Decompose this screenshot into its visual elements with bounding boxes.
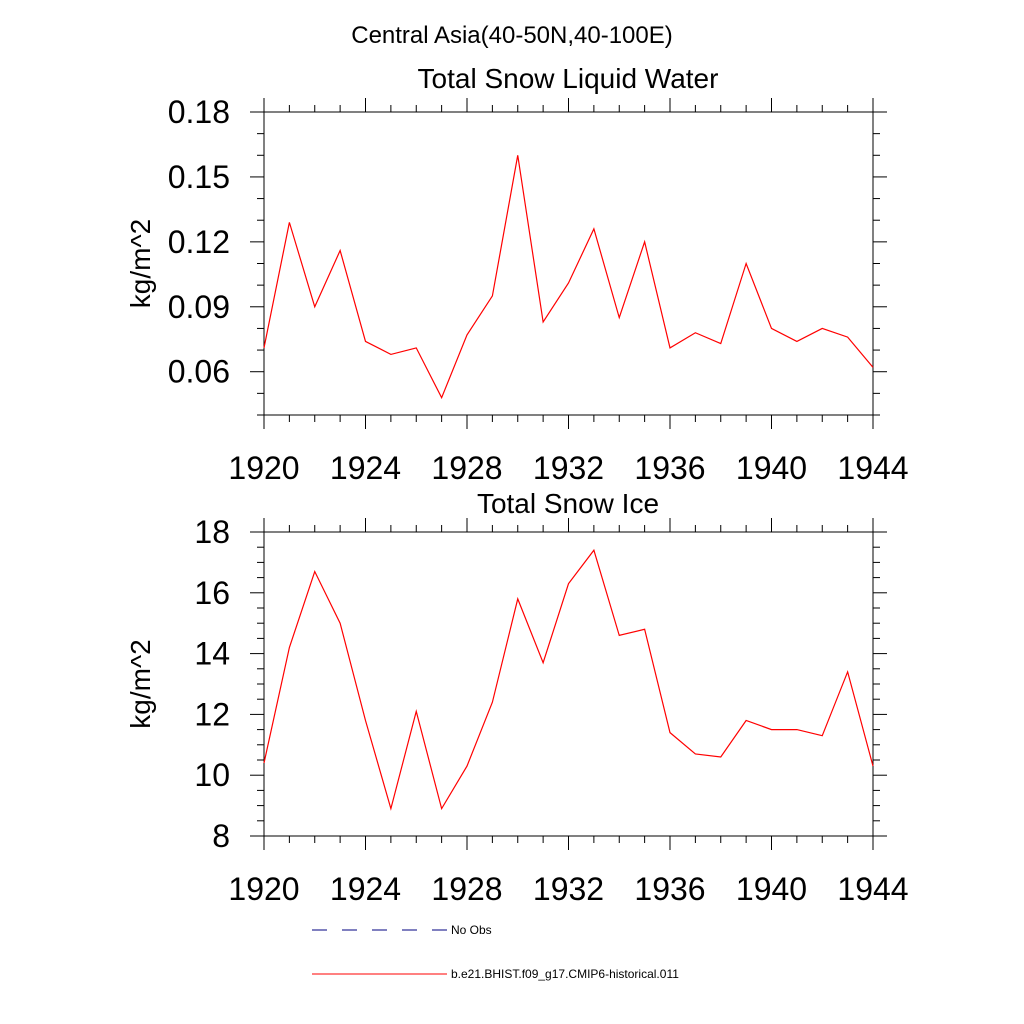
panel-snow-ice: Total Snow Ice kg/m^2 1920 1924 1928 1932 19… — [125, 488, 909, 907]
x-tick-label: 1924 — [330, 871, 401, 907]
legend-label-no-obs: No Obs — [451, 923, 492, 937]
y-tick-label: 0.06 — [168, 354, 230, 390]
x-tick-label: 1944 — [837, 450, 908, 486]
y-tick-label: 8 — [212, 818, 230, 854]
series-line-model — [263, 155, 874, 400]
y-tick-label: 0.12 — [168, 224, 230, 260]
y-tick-label: 16 — [194, 575, 230, 611]
y-tick-label: 0.15 — [168, 159, 230, 195]
x-tick-label: 1932 — [533, 871, 604, 907]
series-line-model — [263, 548, 874, 811]
x-tick-label: 1932 — [533, 450, 604, 486]
y-axis-label: kg/m^2 — [125, 219, 156, 308]
x-tick-label: 1920 — [228, 871, 299, 907]
panel-title: Total Snow Ice — [477, 488, 659, 519]
y-tick-label: 18 — [194, 514, 230, 550]
legend-label-model: b.e21.BHIST.f09_g17.CMIP6-historical.011 — [451, 967, 679, 981]
x-tick-label: 1936 — [634, 871, 705, 907]
x-tick-label: 1944 — [837, 871, 908, 907]
y-tick-label: 0.18 — [168, 94, 230, 130]
plot-frame — [263, 531, 874, 837]
panel-title: Total Snow Liquid Water — [418, 63, 719, 94]
x-tick-label: 1940 — [736, 871, 807, 907]
x-tick-label: 1928 — [431, 871, 502, 907]
legend: No Obs b.e21.BHIST.f09_g17.CMIP6-histori… — [312, 923, 679, 981]
y-tick-label: 0.09 — [168, 289, 230, 325]
x-tick-label: 1940 — [736, 450, 807, 486]
panel-snow-liquid-water: Total Snow Liquid Water kg/m^2 1920 1924 1… — [125, 63, 909, 486]
y-tick-label: 14 — [194, 636, 230, 672]
x-tick-label: 1928 — [431, 450, 502, 486]
figure-title: Central Asia(40-50N,40-100E) — [351, 22, 673, 49]
x-tick-label: 1920 — [228, 450, 299, 486]
y-tick-label: 10 — [194, 757, 230, 793]
x-tick-label: 1936 — [634, 450, 705, 486]
y-tick-label: 12 — [194, 696, 230, 732]
plot-frame — [263, 111, 874, 416]
x-tick-label: 1924 — [330, 450, 401, 486]
y-axis-label: kg/m^2 — [125, 639, 156, 728]
